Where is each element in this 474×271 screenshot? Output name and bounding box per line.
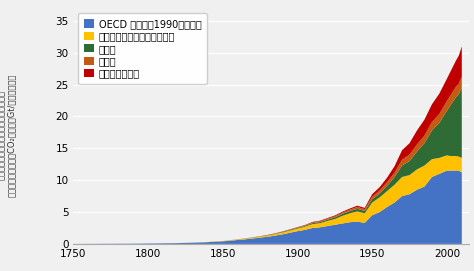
Legend: OECD 加盟国（1990年時点）, 移行経済国（旧ソ連圏など）, アジア, 中南米, 中東・アフリカ: OECD 加盟国（1990年時点）, 移行経済国（旧ソ連圏など）, アジア, 中… [78,13,207,84]
Text: 化石燃料の採掘・燃料・セメント生産、
他の土地利用からのCO₂排出量（Gt/年）　森林と: 化石燃料の採掘・燃料・セメント生産、 他の土地利用からのCO₂排出量（Gt/年）… [0,74,16,197]
